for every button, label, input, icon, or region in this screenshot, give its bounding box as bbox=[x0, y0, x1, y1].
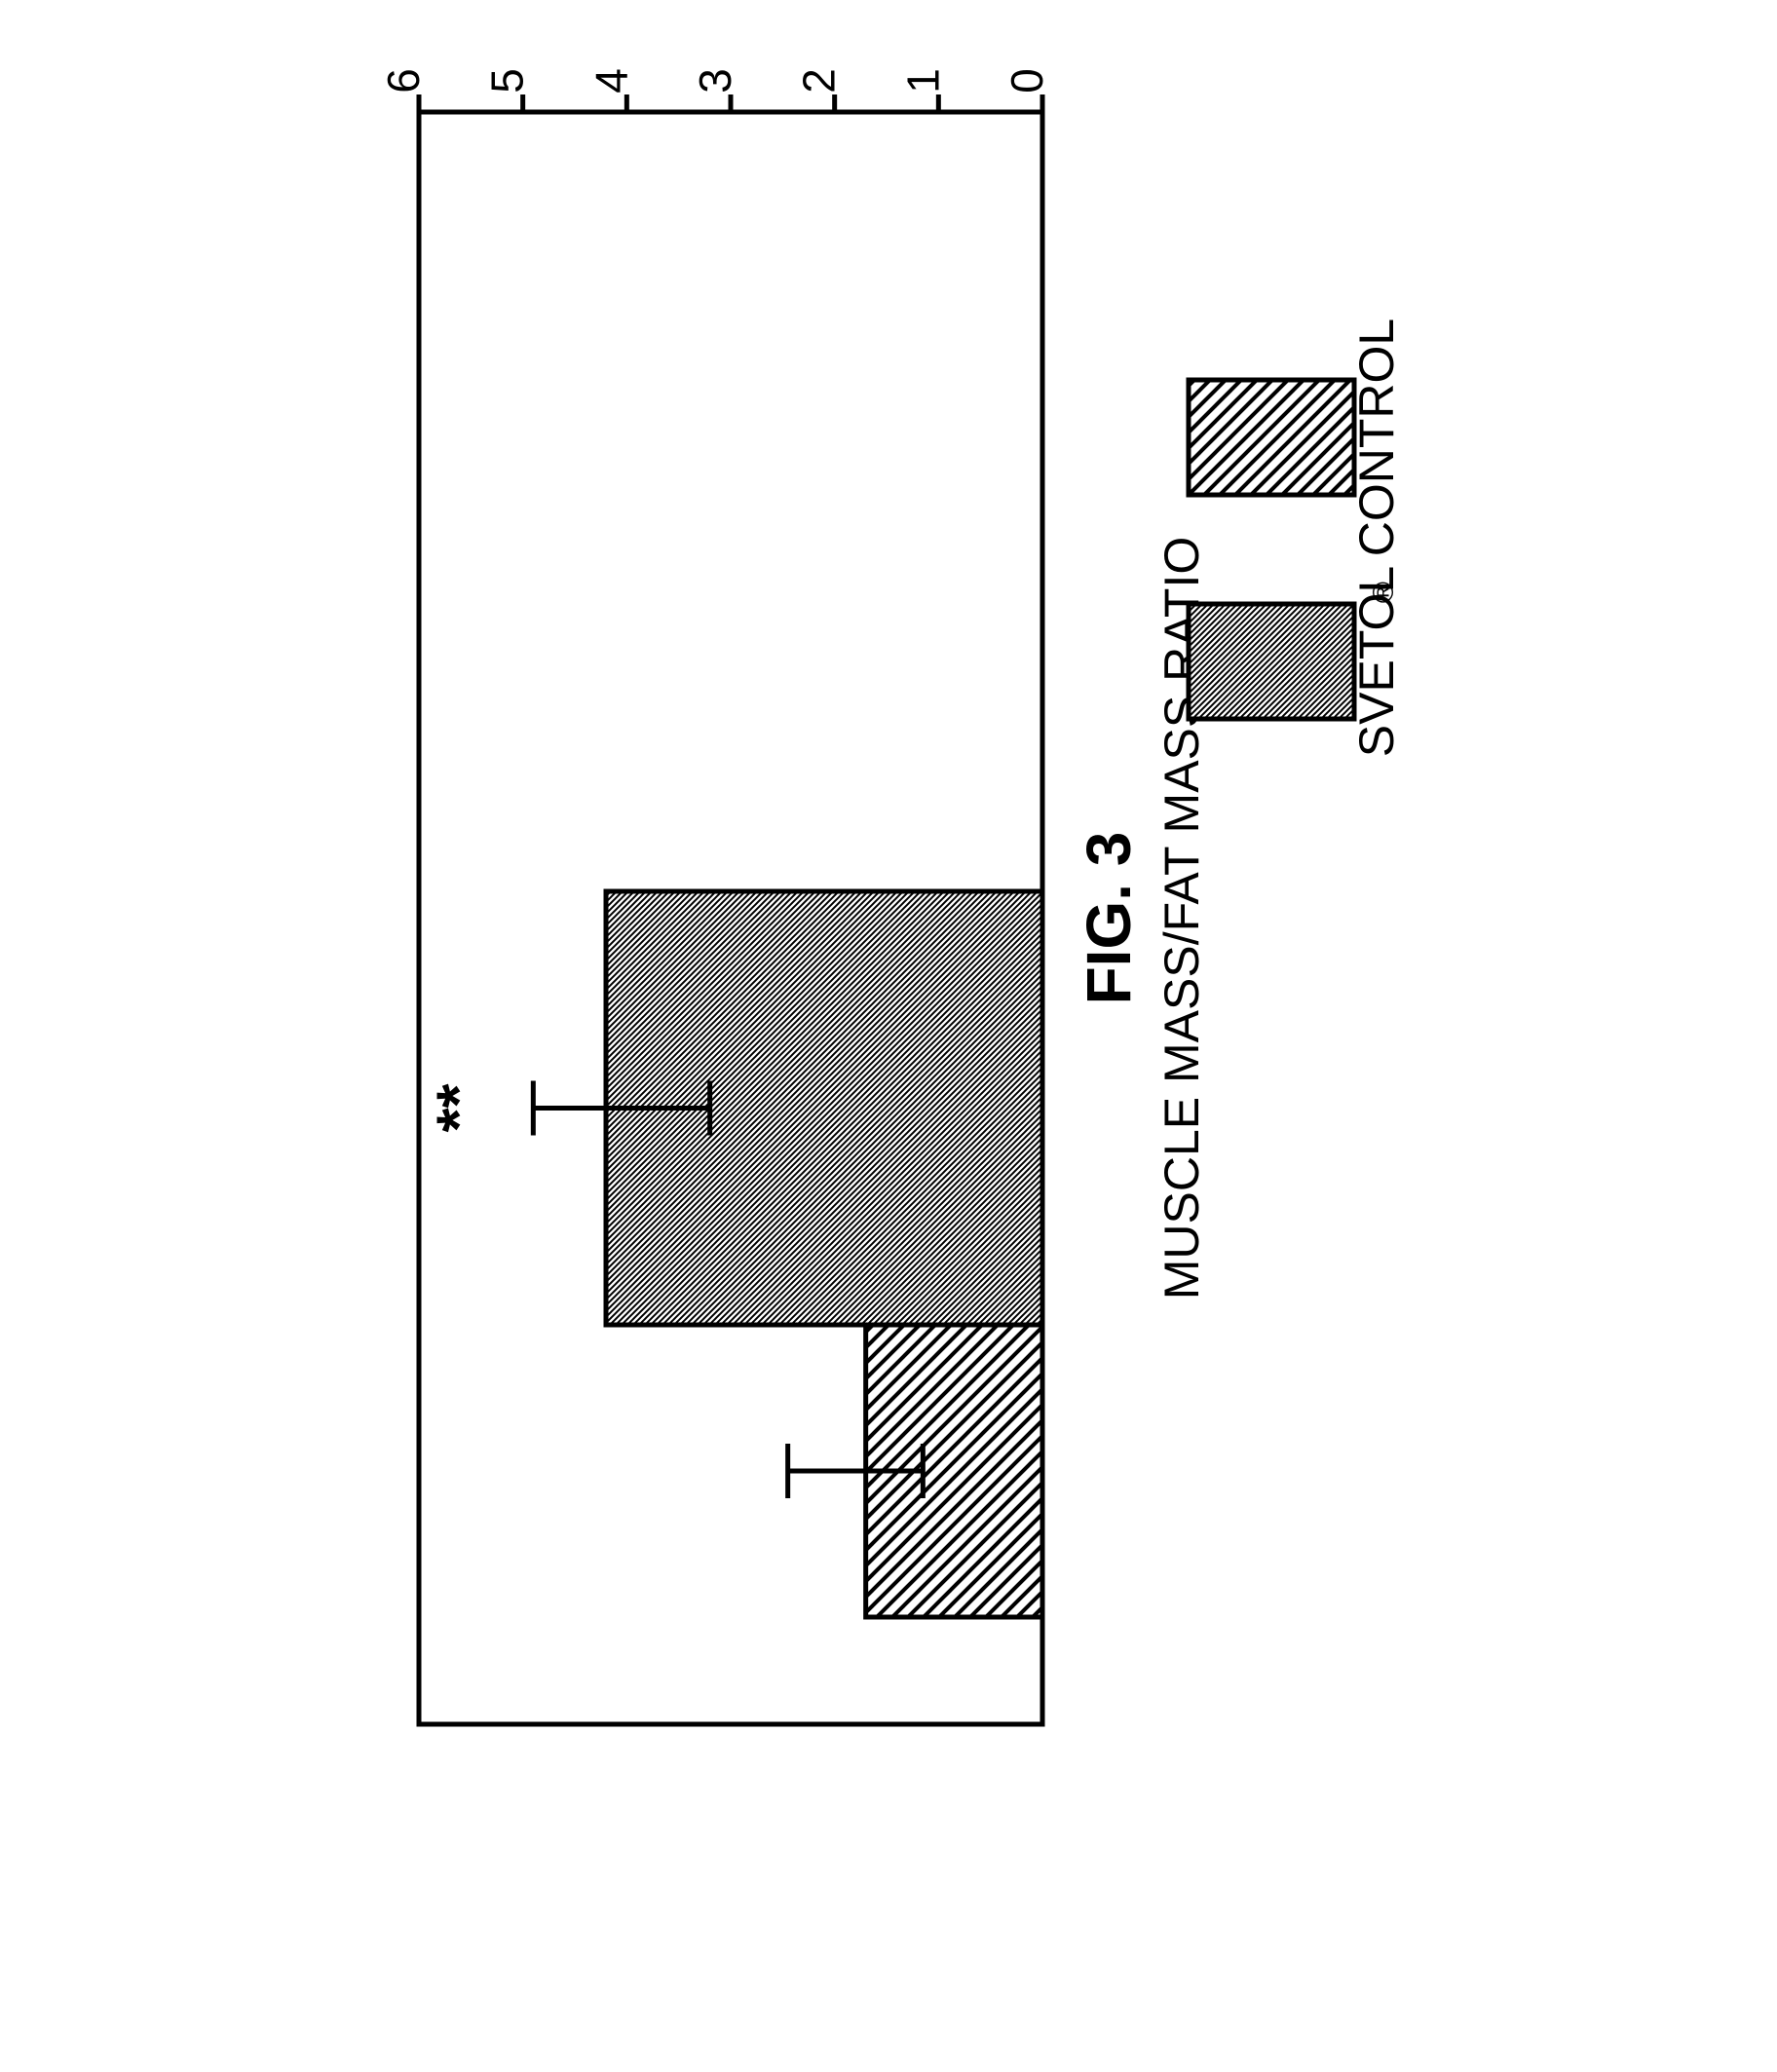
y-tick-label: 1 bbox=[897, 68, 948, 94]
significance-annotation: ** bbox=[423, 1084, 493, 1133]
bars-group bbox=[606, 891, 1042, 1617]
figure-number: FIG. 3 bbox=[1074, 832, 1144, 1005]
legend-swatch-svetol bbox=[1189, 604, 1354, 719]
y-tick-label: 5 bbox=[482, 68, 533, 94]
y-axis-ticks: 0 1 2 3 4 5 6 bbox=[378, 68, 1052, 112]
legend-label-control: CONTROL bbox=[1349, 319, 1404, 556]
legend: CONTROLSVETOL® bbox=[1189, 319, 1404, 757]
y-tick-label: 0 bbox=[1002, 68, 1052, 94]
y-tick-label: 6 bbox=[378, 68, 429, 94]
y-tick-label: 4 bbox=[586, 68, 636, 94]
legend-swatch-control bbox=[1189, 380, 1354, 495]
figure-stage: 0123456 % ** FIG. 3 MUSCLE MASS/FAT MASS… bbox=[0, 0, 1777, 2072]
y-tick-label: 2 bbox=[794, 68, 845, 94]
y-tick-label: 3 bbox=[690, 68, 740, 94]
chart-svg: 0123456 % ** FIG. 3 MUSCLE MASS/FAT MASS… bbox=[0, 0, 1777, 2072]
registered-mark-icon: ® bbox=[1368, 582, 1400, 603]
